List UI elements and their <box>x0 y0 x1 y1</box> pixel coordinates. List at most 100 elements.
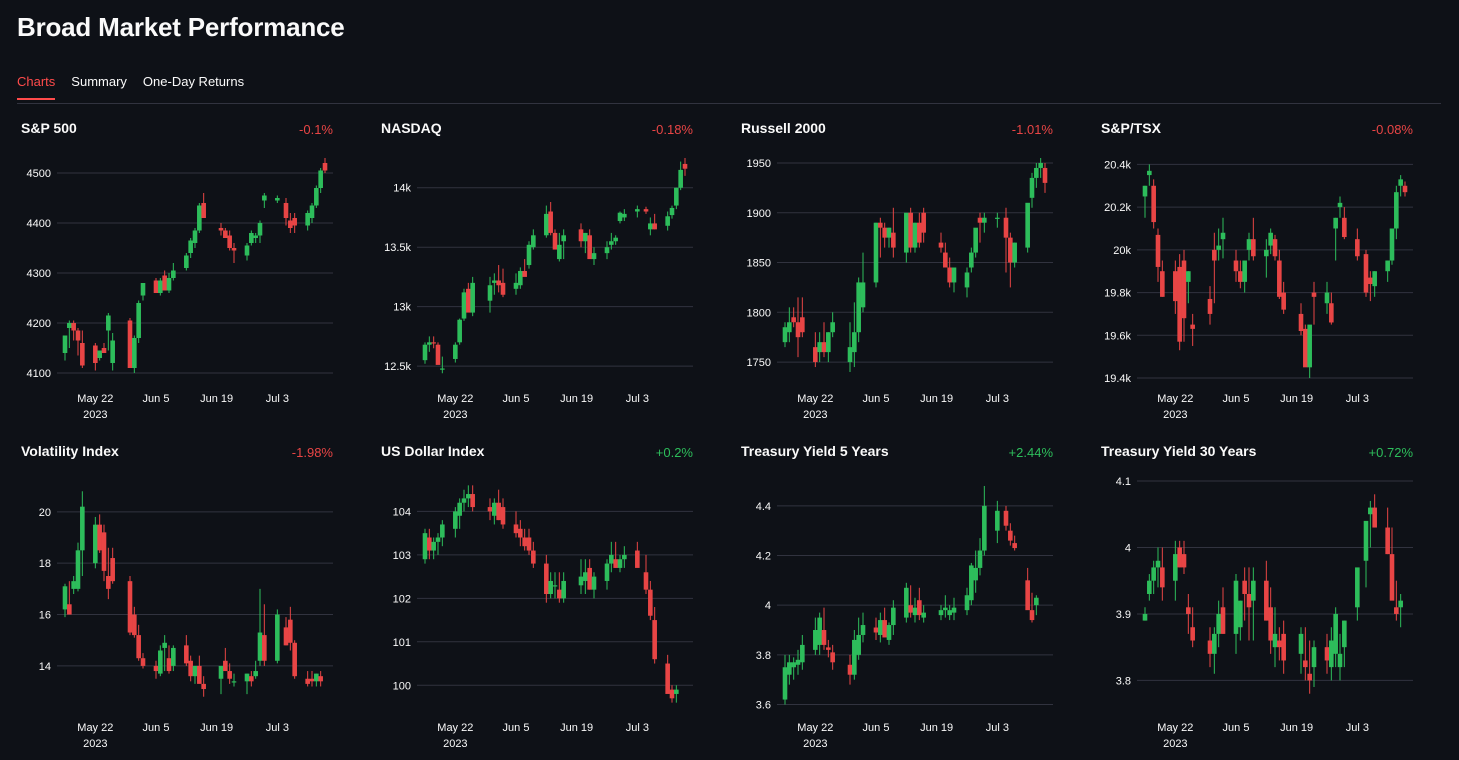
candle-body <box>1402 185 1408 193</box>
candle-body <box>322 163 328 171</box>
candle-body <box>951 607 957 613</box>
candle-body <box>917 222 922 243</box>
y-tick-label: 1850 <box>747 258 771 270</box>
candle-body <box>1372 507 1377 528</box>
candlestick-chart-treasury-yield-5y[interactable]: 3.6 3.8 4 4.2 4.4 May 22 2023 Jun 5 Jun 19 Jul 3 <box>737 469 1067 759</box>
x-tick-label: Jun 5 <box>143 722 170 734</box>
tab-one-day-returns[interactable]: One-Day Returns <box>142 74 245 89</box>
candle-body <box>1342 217 1347 238</box>
candle-body <box>1238 600 1243 628</box>
candle-body <box>257 223 263 236</box>
candle-body <box>457 319 462 343</box>
candle-body <box>938 610 944 616</box>
candle-body <box>292 218 297 226</box>
candle-body <box>431 541 436 551</box>
candlestick-chart-volatility-index[interactable]: 14 16 18 20 May 22 2023 Jun 5 Jun 19 Jul 3 <box>17 469 347 759</box>
candle-body <box>982 505 987 551</box>
candle-body <box>847 347 853 363</box>
candle-body <box>1368 507 1373 515</box>
candle-body <box>782 667 788 700</box>
candle-body <box>249 233 254 243</box>
candle-body <box>578 229 584 242</box>
chart-change: +2.44% <box>1008 445 1053 460</box>
chart-card-nasdaq: NASDAQ -0.18% 12.5k 13k 13.5k 14k May 22 2023… <box>377 120 707 430</box>
candle-body <box>791 317 796 323</box>
candle-body <box>531 235 536 248</box>
candle-body <box>1337 202 1343 208</box>
candlestick-chart-sp500[interactable]: 4100 4200 4300 4400 4500 May 22 2023 Jun 5 Jun 1… <box>17 146 347 430</box>
candle-body <box>1277 640 1282 648</box>
candlestick-chart-us-dollar-index[interactable]: 100 101 102 103 104 May 22 2023 Jun 5 Jun 19 Jul … <box>377 469 707 759</box>
candle-body <box>318 676 323 682</box>
candlestick-chart-sp-tsx[interactable]: 19.4k 19.6k 19.8k 20k 20.2k 20.4k May 22 2023 Ju… <box>1097 146 1427 430</box>
candle-body <box>951 267 957 283</box>
y-tick-label: 18 <box>39 558 51 570</box>
candle-body <box>1307 324 1312 368</box>
candle-body <box>192 230 198 243</box>
x-tick-label: Jul 3 <box>986 722 1009 734</box>
candle-body <box>1190 324 1195 329</box>
candlestick-chart-russell-2000[interactable]: 1750 1800 1850 1900 1950 May 22 2023 Jun 5 Jun 1… <box>737 146 1067 430</box>
candle-body <box>1372 271 1377 287</box>
candle-body <box>470 494 475 508</box>
candle-body <box>821 630 827 645</box>
candle-body <box>431 342 436 344</box>
candle-body <box>453 511 458 529</box>
x-tick-label: 2023 <box>83 738 107 750</box>
candlestick-chart-nasdaq[interactable]: 12.5k 13k 13.5k 14k May 22 2023 Jun 5 Jun 19 Jul… <box>377 146 707 430</box>
tab-summary[interactable]: Summary <box>71 74 127 89</box>
candle-body <box>669 689 675 699</box>
candle-body <box>604 563 610 581</box>
y-tick-label: 4400 <box>27 218 51 230</box>
candle-body <box>1303 660 1308 668</box>
candle-body <box>995 510 1000 531</box>
candle-body <box>461 292 467 319</box>
candle-body <box>218 228 224 231</box>
candle-body <box>648 223 653 230</box>
candle-body <box>249 676 254 682</box>
x-tick-label: May 22 <box>437 722 473 734</box>
x-tick-label: Jun 5 <box>503 722 530 734</box>
candle-body <box>162 275 167 291</box>
tab-charts[interactable]: Charts <box>17 74 56 100</box>
x-tick-label: May 22 <box>77 722 113 734</box>
candle-body <box>80 343 85 366</box>
candle-body <box>1264 580 1269 621</box>
candle-body <box>75 330 81 341</box>
candle-body <box>908 605 913 613</box>
candle-body <box>886 625 892 640</box>
y-tick-label: 20 <box>39 507 51 519</box>
candle-body <box>969 565 974 601</box>
candle-body <box>440 524 445 538</box>
candle-body <box>578 576 584 586</box>
candle-body <box>158 650 163 674</box>
x-tick-label: 2023 <box>443 409 467 421</box>
candle-body <box>1173 271 1178 302</box>
x-tick-label: Jul 3 <box>266 722 289 734</box>
candle-body <box>1147 580 1152 594</box>
candle-body <box>75 550 81 589</box>
candle-body <box>166 278 172 291</box>
chart-change: +0.2% <box>655 445 693 460</box>
candle-body <box>908 212 913 248</box>
candle-body <box>583 232 588 242</box>
candle-body <box>587 567 592 590</box>
y-tick-label: 13.5k <box>384 242 411 254</box>
candle-body <box>466 494 471 499</box>
y-tick-label: 4.2 <box>756 551 771 563</box>
candle-body <box>1394 192 1399 229</box>
candle-body <box>1034 597 1039 606</box>
x-tick-label: Jul 3 <box>1346 722 1369 734</box>
candle-body <box>1389 554 1395 601</box>
chart-change: -1.01% <box>1011 122 1053 137</box>
y-tick-label: 1750 <box>747 357 771 369</box>
y-tick-label: 4200 <box>27 318 51 330</box>
candle-body <box>1337 653 1343 668</box>
candlestick-chart-treasury-yield-30y[interactable]: 3.8 3.9 4 4.1 May 22 2023 Jun 5 Jun 19 Jul 3 <box>1097 469 1427 759</box>
candle-body <box>782 327 788 343</box>
chart-title: S&P/TSX <box>1101 120 1161 136</box>
candle-body <box>1212 249 1217 261</box>
candle-body <box>487 285 493 301</box>
candle-body <box>891 232 896 248</box>
candle-body <box>817 617 822 645</box>
